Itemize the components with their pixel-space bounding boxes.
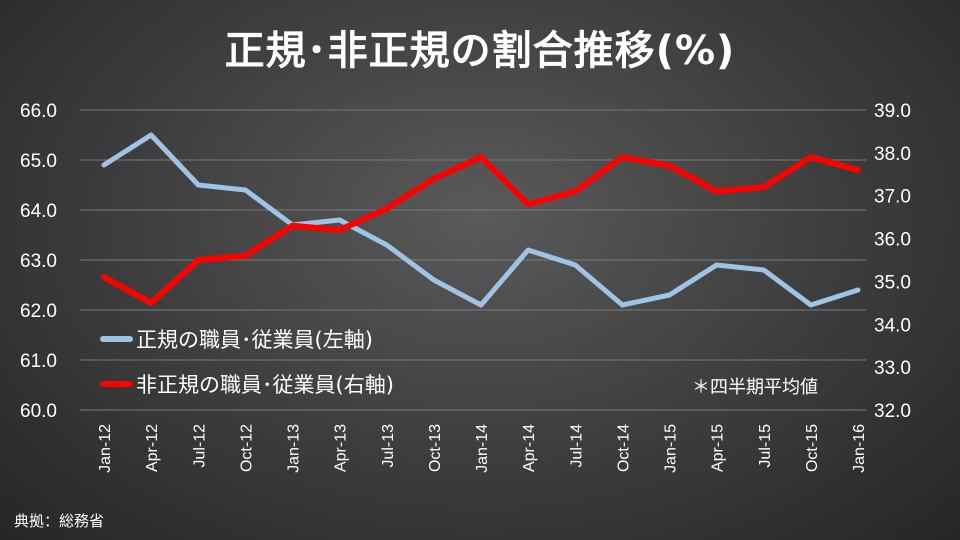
left-tick-label: 62.0 xyxy=(20,301,57,322)
right-axis: 32.0 33.0 34.0 35.0 36.0 37.0 38.0 39.0 xyxy=(874,101,911,422)
x-tick-label: Jan-14 xyxy=(474,424,491,473)
series-layer xyxy=(101,132,861,308)
quarterly-average-note: ＊四半期平均値 xyxy=(692,377,818,398)
x-tick-label: Jul-15 xyxy=(757,424,774,468)
x-tick-label: Jan-12 xyxy=(97,424,114,473)
right-tick-label: 39.0 xyxy=(874,101,911,122)
left-tick-label: 61.0 xyxy=(20,351,57,372)
x-tick-label: Jul-12 xyxy=(191,424,208,468)
x-tick-label: Apr-13 xyxy=(333,424,350,472)
source-note: 典拠：総務省 xyxy=(14,512,105,530)
right-tick-label: 34.0 xyxy=(874,315,911,336)
x-tick-label: Jul-14 xyxy=(568,424,585,468)
x-tick-label: Jan-15 xyxy=(663,424,680,473)
left-tick-label: 60.0 xyxy=(20,401,57,422)
legend: 正規の職員･従業員(左軸) 非正規の職員･従業員(右軸) xyxy=(100,328,394,397)
right-tick-label: 37.0 xyxy=(874,187,911,208)
right-tick-label: 33.0 xyxy=(874,358,911,379)
chart-title: 正規･非正規の割合推移(%) xyxy=(224,28,736,74)
left-tick-label: 64.0 xyxy=(20,201,57,222)
left-tick-label: 65.0 xyxy=(20,151,57,172)
x-axis: Jan-12 Apr-12 Jul-12 Oct-12 Jan-13 Apr-13 Jul-… xyxy=(97,424,868,473)
x-tick-label: Apr-12 xyxy=(144,424,161,472)
x-tick-label: Apr-15 xyxy=(710,424,727,472)
left-tick-label: 63.0 xyxy=(20,251,57,272)
x-tick-label: Jan-13 xyxy=(286,424,303,473)
right-tick-label: 38.0 xyxy=(874,144,911,165)
x-tick-label: Oct-15 xyxy=(804,424,821,472)
right-tick-label: 35.0 xyxy=(874,272,911,293)
legend-label-nonregular: 非正規の職員･従業員(右軸) xyxy=(136,373,394,397)
x-tick-label: Apr-14 xyxy=(521,424,538,472)
left-axis: 60.0 61.0 62.0 63.0 64.0 65.0 66.0 xyxy=(20,101,57,422)
series-line-nonregular xyxy=(101,154,861,306)
right-tick-label: 32.0 xyxy=(874,401,911,422)
left-tick-label: 66.0 xyxy=(20,101,57,122)
x-tick-label: Jan-16 xyxy=(851,424,868,473)
x-tick-label: Oct-12 xyxy=(238,424,255,472)
right-tick-label: 36.0 xyxy=(874,230,911,251)
x-tick-label: Jul-13 xyxy=(380,424,397,468)
legend-label-regular: 正規の職員･従業員(左軸) xyxy=(136,328,373,352)
x-tick-label: Oct-14 xyxy=(615,424,632,472)
x-tick-label: Oct-13 xyxy=(427,424,444,472)
